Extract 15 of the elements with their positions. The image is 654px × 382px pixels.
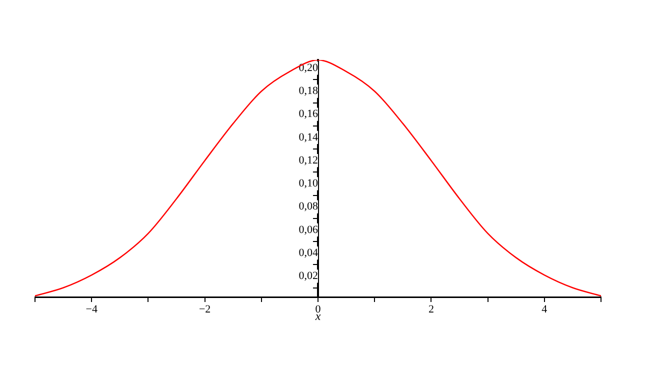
x-tick-label: −4	[86, 303, 98, 316]
y-tick-label: 0,16	[298, 108, 318, 120]
y-tick-label: 0,10	[298, 178, 318, 190]
x-tick-label: 2	[428, 303, 434, 316]
y-tick-label: 0,02	[298, 270, 318, 282]
x-tick-label: 4	[542, 303, 548, 316]
y-tick-label: 0,12	[298, 154, 318, 166]
y-tick-label: 0,18	[298, 85, 318, 98]
y-tick-label: 0,08	[298, 200, 318, 213]
y-tick-label: 0,14	[298, 131, 318, 144]
x-tick-label: 0	[315, 303, 322, 316]
y-tick-label: 0,04	[298, 246, 318, 259]
y-tick-label: 0,20	[298, 62, 318, 74]
y-tick-label: 0,06	[298, 224, 318, 236]
x-tick-label: −2	[198, 303, 211, 316]
